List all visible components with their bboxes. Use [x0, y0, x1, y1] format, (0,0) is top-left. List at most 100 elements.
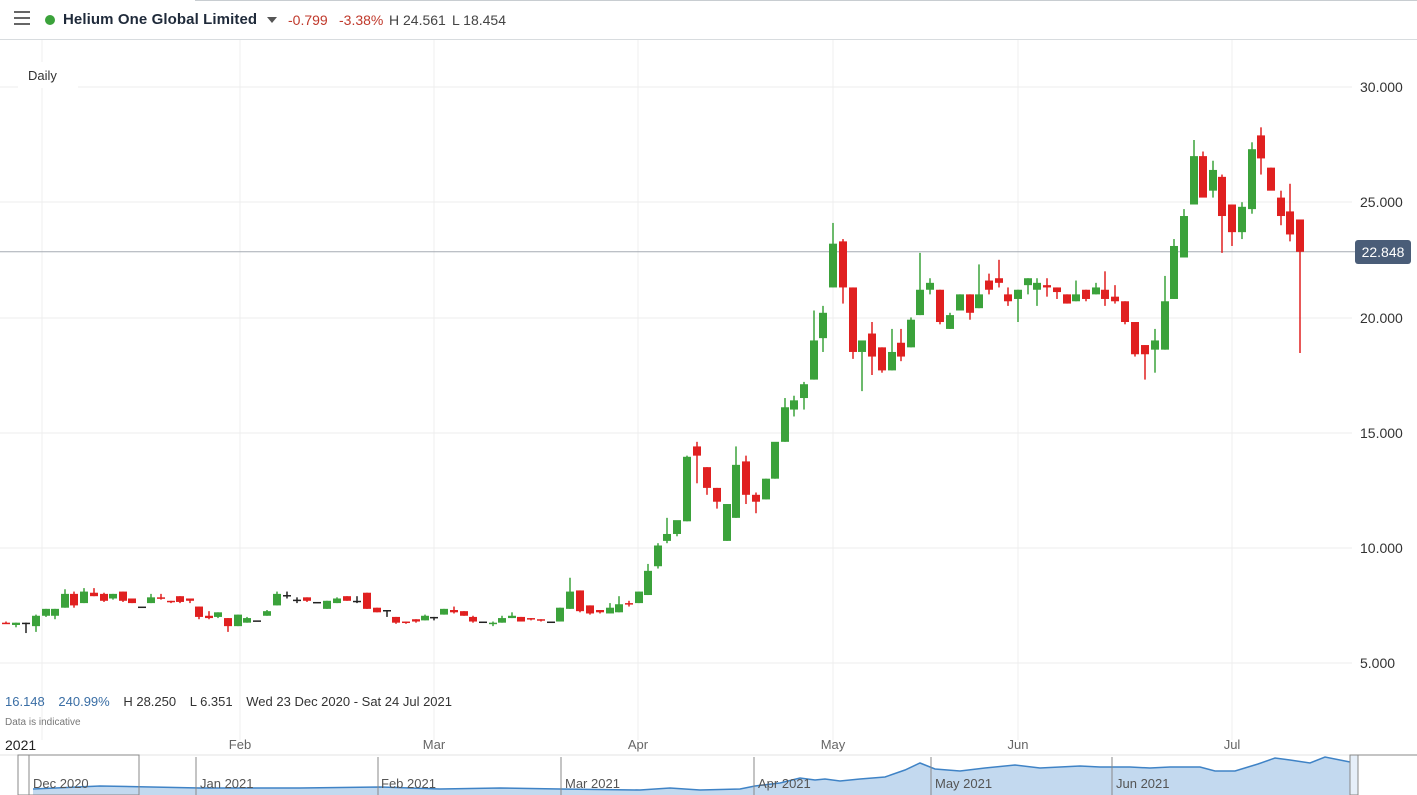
x-tick-label: May [820, 737, 846, 752]
candle-body [819, 312, 827, 339]
candle-body [752, 494, 760, 502]
x-tick-label: Feb [228, 737, 252, 752]
candle-body [995, 278, 1003, 283]
candle-body [926, 282, 934, 290]
candle-body [1286, 211, 1294, 235]
candle-body [22, 622, 30, 625]
candle-body [527, 618, 535, 620]
candle-body [1141, 345, 1149, 355]
candle-body [849, 287, 857, 352]
navigator-label: May 2021 [935, 776, 993, 791]
candle-body [517, 616, 525, 622]
candle-body [273, 593, 281, 606]
navigator-label: Jan 2021 [200, 776, 254, 791]
y-tick-label: 5.000 [1360, 655, 1396, 671]
candle-body [654, 545, 662, 567]
candle-body [781, 407, 789, 442]
candle-body [1082, 289, 1090, 299]
candle-body [615, 604, 623, 613]
x-axis-year: 2021 [5, 737, 37, 753]
candle-body [138, 606, 146, 609]
candle-body [119, 591, 127, 601]
candle-body [1063, 294, 1071, 304]
candle-body [537, 619, 545, 621]
navigator-label: Apr 2021 [758, 776, 811, 791]
candle-body [508, 615, 516, 619]
candle-body [32, 615, 40, 627]
candle-body [810, 340, 818, 380]
candle-body [195, 606, 203, 617]
candle-body [800, 384, 808, 399]
candle-body [2, 622, 10, 625]
candle-body [343, 596, 351, 601]
candle-body [723, 504, 731, 541]
candle-body [303, 597, 311, 601]
candle-body [460, 611, 468, 616]
candle-body [109, 593, 117, 599]
candle-body [1092, 287, 1100, 295]
candle-body [186, 598, 194, 601]
candle-body [762, 478, 770, 500]
candle-body [683, 456, 691, 522]
candle-body [1238, 206, 1246, 233]
candle-body [888, 351, 896, 371]
candle-body [498, 618, 506, 623]
candle-body [1111, 296, 1119, 302]
candle-body [693, 446, 701, 456]
y-tick-label: 30.000 [1360, 79, 1403, 95]
navigator-line [32, 756, 1351, 791]
y-tick-label: 15.000 [1360, 425, 1403, 441]
candle-body [489, 622, 497, 625]
candle-body [243, 618, 251, 623]
candle-body [790, 400, 798, 410]
candle-body [868, 333, 876, 357]
x-tick-label: Apr [627, 737, 649, 752]
candle-body [100, 593, 108, 601]
candle-body [1043, 285, 1051, 288]
candle-body [1072, 294, 1080, 302]
candle-body [625, 603, 633, 605]
y-tick-label: 25.000 [1360, 194, 1403, 210]
candle-body [1004, 294, 1012, 302]
interval-label: Daily [18, 62, 78, 88]
disclaimer: Data is indicative [5, 717, 81, 728]
navigator-label: Feb 2021 [381, 776, 436, 791]
candle-body [383, 610, 391, 612]
candle-body [897, 342, 905, 357]
y-tick-label: 20.000 [1360, 310, 1403, 326]
candle-body [253, 620, 261, 622]
candle-body [566, 591, 574, 609]
candle-body [829, 243, 837, 288]
candle-body [1296, 219, 1304, 252]
range-high: H 28.250 [123, 694, 177, 709]
candle-body [1248, 149, 1256, 210]
header-bar: Helium One Global Limited -0.799 -3.38% … [0, 0, 1417, 40]
candle-body [975, 294, 983, 309]
candle-body [263, 611, 271, 616]
navigator-handle-right[interactable] [1349, 754, 1359, 795]
candle-body [1131, 322, 1139, 355]
caret-down-icon[interactable] [267, 17, 277, 23]
y-tick-label: 10.000 [1360, 540, 1403, 556]
hamburger-icon[interactable] [14, 11, 30, 25]
navigator-window-left[interactable] [28, 754, 140, 795]
candle-body [80, 591, 88, 604]
x-tick-label: Jun [1007, 737, 1029, 752]
x-tick-label: Mar [422, 737, 446, 752]
navigator-area [33, 757, 1350, 795]
candle-body [323, 600, 331, 609]
candle-body [70, 593, 78, 606]
candle-body [90, 592, 98, 597]
candle-body [1024, 278, 1032, 286]
candle-body [61, 593, 69, 608]
price-change-pct: -3.38% [339, 12, 384, 28]
candle-body [966, 294, 974, 313]
candle-body [392, 616, 400, 623]
candle-body [214, 612, 222, 617]
candle-body [946, 315, 954, 329]
candle-body [956, 294, 964, 311]
range-change-pct: 240.99% [58, 694, 110, 709]
candle-body [1267, 167, 1275, 191]
instrument-title[interactable]: Helium One Global Limited [63, 11, 258, 28]
